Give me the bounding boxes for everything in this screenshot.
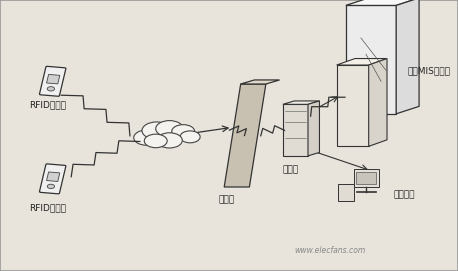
Text: 服务器: 服务器 (283, 165, 299, 174)
Polygon shape (308, 101, 319, 156)
Text: 普计算机: 普计算机 (394, 191, 415, 200)
Circle shape (180, 131, 200, 143)
Circle shape (157, 133, 182, 148)
Polygon shape (369, 59, 387, 146)
Text: RFID读写器: RFID读写器 (30, 203, 66, 212)
Polygon shape (337, 59, 387, 65)
Circle shape (144, 134, 167, 148)
Circle shape (142, 122, 171, 139)
Text: 防火墙: 防火墙 (218, 195, 235, 204)
FancyBboxPatch shape (39, 164, 66, 194)
Polygon shape (283, 101, 319, 104)
Bar (337, 65, 369, 146)
Polygon shape (241, 80, 279, 84)
Bar (356, 172, 376, 184)
FancyBboxPatch shape (39, 66, 66, 96)
Bar (47, 172, 60, 182)
Bar (346, 5, 396, 114)
Ellipse shape (139, 127, 198, 144)
Polygon shape (396, 0, 419, 114)
Text: 生产MIS数据库: 生产MIS数据库 (408, 66, 451, 75)
Text: 无线通信网络: 无线通信网络 (153, 131, 185, 141)
Circle shape (47, 184, 55, 189)
Circle shape (156, 121, 183, 137)
Circle shape (172, 125, 195, 138)
Polygon shape (224, 84, 266, 187)
Text: RFID读写器: RFID读写器 (30, 100, 66, 109)
Bar (47, 75, 60, 84)
Bar (283, 104, 308, 156)
Bar (338, 184, 354, 201)
Polygon shape (346, 0, 419, 5)
Bar (354, 169, 379, 187)
Circle shape (47, 87, 55, 91)
Circle shape (134, 130, 159, 145)
Text: www.elecfans.com: www.elecfans.com (294, 246, 365, 255)
